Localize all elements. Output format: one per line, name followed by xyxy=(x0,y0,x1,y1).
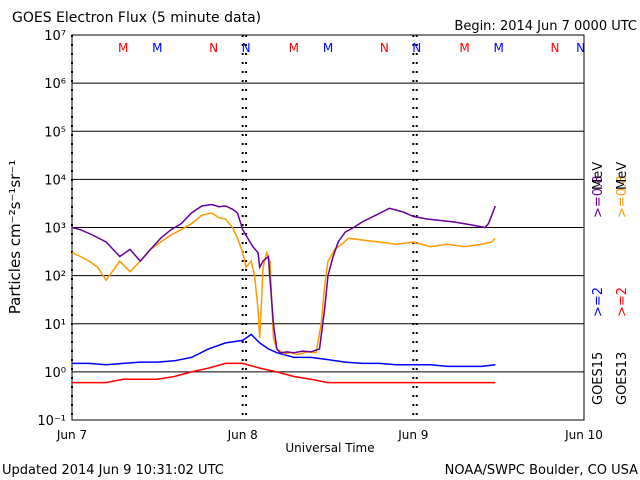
event-marker: N xyxy=(412,41,421,55)
satellite-label-goes15: GOES15 xyxy=(591,352,606,405)
begin-time-label: Begin: 2014 Jun 7 0000 UTC xyxy=(454,19,637,34)
chart-title: GOES Electron Flux (5 minute data) xyxy=(12,10,261,26)
event-marker: M xyxy=(152,41,162,55)
event-marker: N xyxy=(576,41,585,55)
event-marker: N xyxy=(242,41,251,55)
credit-label: NOAA/SWPC Boulder, CO USA xyxy=(445,463,638,478)
y-axis-ticks: 10⁻¹ 10⁰ 10¹ 10² 10³ 10⁴ 10⁵ 10⁶ 10⁷ xyxy=(37,29,66,429)
event-marker: M xyxy=(493,41,503,55)
event-marker: N xyxy=(380,41,389,55)
y-tick-label: 10¹ xyxy=(44,318,66,333)
legend-goes13-08mev: >=0.8 xyxy=(615,176,630,218)
y-tick-label: 10⁴ xyxy=(44,173,66,188)
legend-goes13-2mev: >=2 xyxy=(615,287,630,317)
y-tick-label: 10² xyxy=(44,270,66,285)
event-marker: M xyxy=(118,41,128,55)
y-tick-label: 10⁷ xyxy=(44,29,66,44)
x-tick-label: Jun 7 xyxy=(56,428,87,442)
series-line-3 xyxy=(72,333,496,368)
series-line-4 xyxy=(72,362,496,384)
series-group xyxy=(71,203,497,384)
y-tick-label: 10⁶ xyxy=(44,77,66,92)
x-axis-ticks: Jun 7 Jun 8 Jun 9 Jun 10 xyxy=(56,428,603,442)
satellite-label-goes13: GOES13 xyxy=(615,352,630,405)
y-axis-label: Particles cm⁻²s⁻¹sr⁻¹ xyxy=(6,160,24,314)
series-line-1 xyxy=(71,203,497,354)
x-tick-label: Jun 9 xyxy=(397,428,428,442)
y-tick-label: 10⁵ xyxy=(44,125,66,140)
legend-unit-goes13: MeV xyxy=(615,162,630,190)
dashed-time-lines xyxy=(71,35,418,420)
event-marker: M xyxy=(289,41,299,55)
series-line-2 xyxy=(71,212,496,356)
event-marker: M xyxy=(459,41,469,55)
event-marker: N xyxy=(209,41,218,55)
event-marker: M xyxy=(323,41,333,55)
y-tick-label: 10³ xyxy=(44,222,66,237)
legend-unit-goes15: MeV xyxy=(591,162,606,190)
y-tick-label: 10⁻¹ xyxy=(37,414,66,429)
x-tick-label: Jun 10 xyxy=(564,428,603,442)
legend-goes15-2mev: >=2 xyxy=(591,287,606,317)
x-tick-label: Jun 8 xyxy=(227,428,258,442)
x-axis-label: Universal Time xyxy=(285,441,374,455)
y-tick-label: 10⁰ xyxy=(44,366,66,381)
event-marker: N xyxy=(550,41,559,55)
updated-timestamp: Updated 2014 Jun 9 10:31:02 UTC xyxy=(2,463,224,478)
legend-goes15-08mev: >=0.8 xyxy=(591,176,606,218)
